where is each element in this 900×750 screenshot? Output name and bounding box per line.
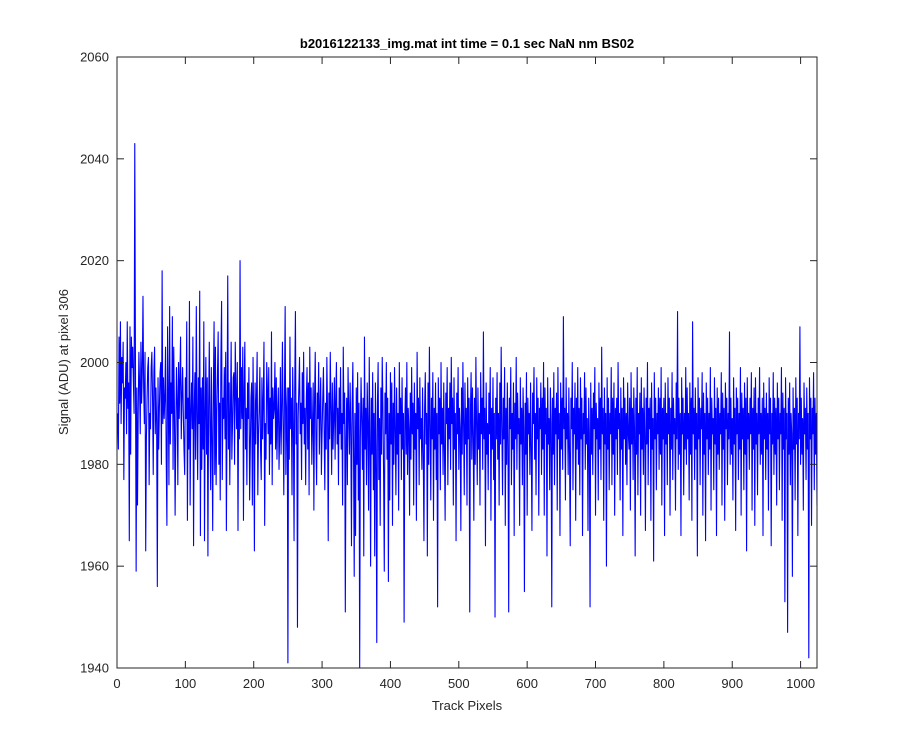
- x-tick-label: 200: [243, 676, 265, 691]
- x-tick-label: 300: [311, 676, 333, 691]
- y-tick-label: 2020: [80, 253, 109, 268]
- y-tick-label: 1940: [80, 661, 109, 676]
- plot-layer: [117, 143, 817, 668]
- x-tick-label: 0: [113, 676, 120, 691]
- y-axis-title: Signal (ADU) at pixel 306: [56, 289, 71, 435]
- y-tick-label: 1960: [80, 559, 109, 574]
- x-tick-label: 800: [653, 676, 675, 691]
- x-tick-label: 1000: [786, 676, 815, 691]
- x-tick-label: 900: [721, 676, 743, 691]
- y-tick-label: 2060: [80, 50, 109, 65]
- x-tick-label: 600: [516, 676, 538, 691]
- x-tick-label: 500: [448, 676, 470, 691]
- y-tick-label: 2040: [80, 151, 109, 166]
- x-axis-title: Track Pixels: [432, 698, 503, 713]
- y-tick-label: 1980: [80, 457, 109, 472]
- y-tick-label: 2000: [80, 355, 109, 370]
- x-tick-label: 100: [175, 676, 197, 691]
- series-line-1: [117, 143, 817, 668]
- axes-layer: 0 100 200 300 400 500 600 700 800 900 1000 1940 1960…: [80, 50, 818, 691]
- chart-title: b2016122133_img.mat int time = 0.1 sec N…: [300, 36, 634, 51]
- x-tick-label: 700: [585, 676, 607, 691]
- x-tick-label: 400: [380, 676, 402, 691]
